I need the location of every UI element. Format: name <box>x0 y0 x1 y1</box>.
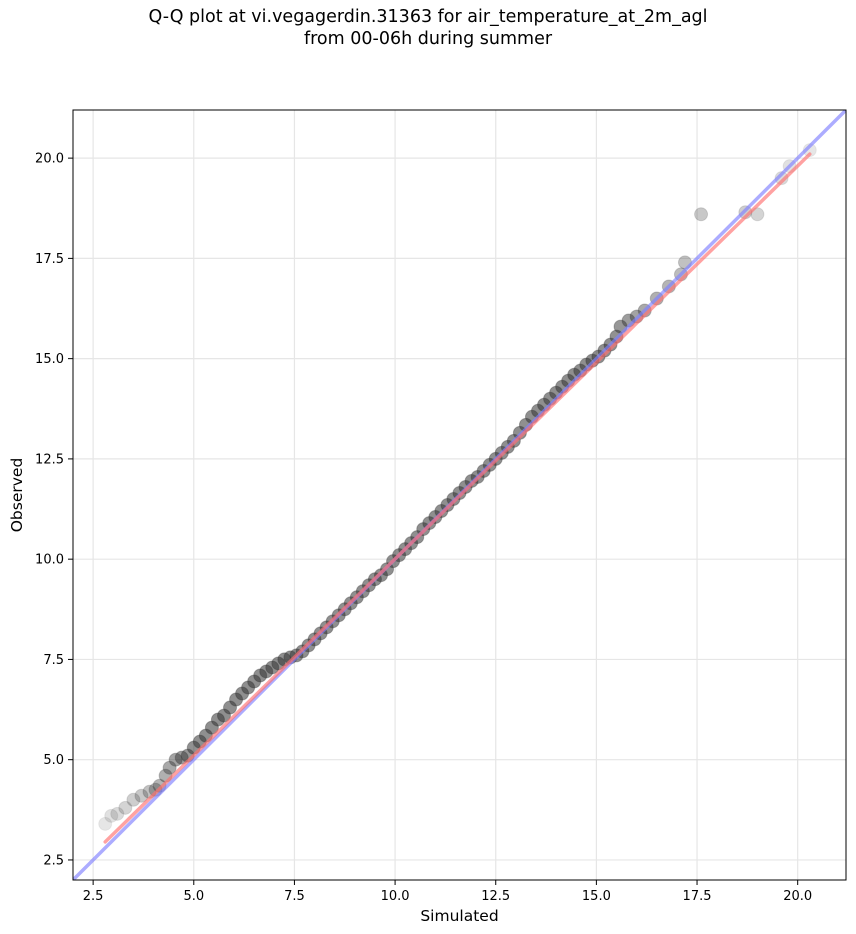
x-tick-label: 20.0 <box>783 889 812 904</box>
data-point <box>110 806 125 821</box>
y-tick-label: 15.0 <box>35 352 64 367</box>
data-point <box>104 808 119 823</box>
x-tick-label: 2.5 <box>83 889 104 904</box>
x-axis-label: Simulated <box>420 907 498 925</box>
data-point <box>98 816 113 831</box>
y-tick-label: 7.5 <box>43 653 64 668</box>
y-tick-label: 2.5 <box>43 853 64 868</box>
chart-title-block: Q-Q plot at vi.vegagerdin.31363 for air_… <box>0 6 856 50</box>
x-tick-label: 12.5 <box>481 889 510 904</box>
data-point <box>750 207 765 222</box>
chart-title: Q-Q plot at vi.vegagerdin.31363 for air_… <box>148 7 708 27</box>
x-tick-label: 15.0 <box>582 889 611 904</box>
y-tick-label: 12.5 <box>35 452 64 467</box>
y-tick-label: 20.0 <box>35 152 64 167</box>
reference-lines <box>73 110 846 880</box>
data-point <box>694 207 709 222</box>
data-point <box>168 752 183 767</box>
data-point <box>134 788 149 803</box>
data-point <box>126 792 141 807</box>
axis-ticks: 2.5 5.0 7.5 10.0 12.5 15.0 17.5 20.0 2.5 5.0 7.5 10… <box>35 152 812 904</box>
data-point <box>162 760 177 775</box>
x-tick-label: 5.0 <box>183 889 204 904</box>
y-tick-label: 10.0 <box>35 553 64 568</box>
x-tick-label: 7.5 <box>284 889 305 904</box>
y-tick-label: 5.0 <box>43 753 64 768</box>
fit-line <box>103 152 812 844</box>
chart-subtitle: from 00-06h during summer <box>303 29 553 49</box>
data-point <box>118 800 133 815</box>
plot-frame <box>72 109 847 881</box>
y-tick-label: 17.5 <box>35 252 64 267</box>
y-axis-label: Observed <box>8 458 26 533</box>
x-tick-label: 10.0 <box>381 889 410 904</box>
x-tick-label: 17.5 <box>683 889 712 904</box>
